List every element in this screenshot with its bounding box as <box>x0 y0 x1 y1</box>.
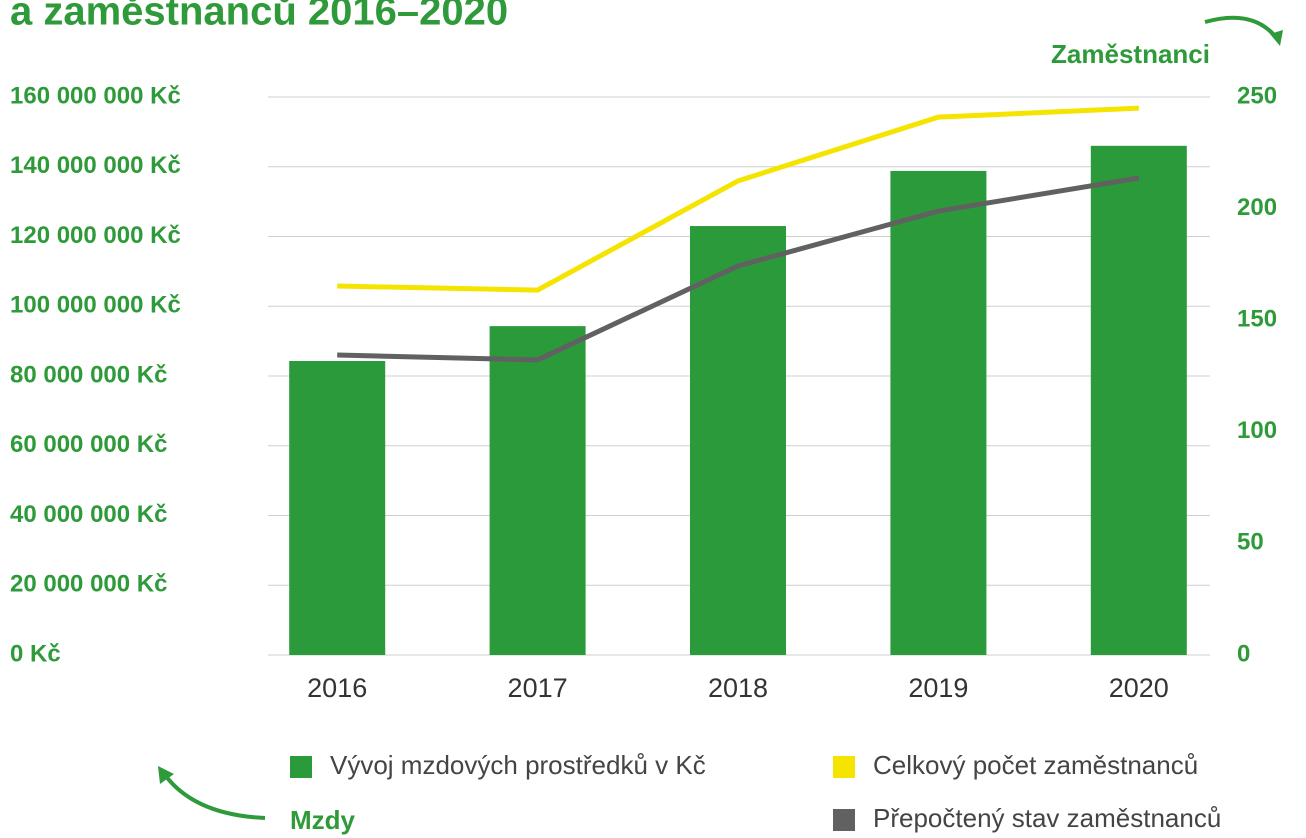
chart-title: a zaměstnanců 2016–2020 <box>10 0 508 34</box>
arrow <box>1204 15 1280 42</box>
y-tick-label: 100 000 000 Kč <box>10 292 181 319</box>
x-tick-label: 2019 <box>908 673 968 703</box>
arrow-head <box>158 766 174 784</box>
x-tick-label: 2020 <box>1109 673 1169 703</box>
legend-swatch <box>833 809 855 831</box>
arrow <box>163 773 266 820</box>
y2-tick-label: 200 <box>1237 194 1277 221</box>
y-tick-label: 60 000 000 Kč <box>10 431 167 458</box>
bar <box>890 170 987 655</box>
bar <box>690 226 786 655</box>
bar <box>289 361 386 655</box>
y2-tick-label: 100 <box>1237 417 1277 444</box>
y2-tick-label: 250 <box>1237 82 1277 109</box>
arrow-head <box>1270 30 1283 46</box>
y-tick-label: 160 000 000 Kč <box>10 82 181 109</box>
legend-swatch <box>833 756 855 778</box>
legend-swatch <box>290 756 312 778</box>
y-tick-label: 80 000 000 Kč <box>10 361 167 388</box>
y-tick-label: 40 000 000 Kč <box>10 501 167 528</box>
line <box>337 175 1140 363</box>
legend-label: Přepočtený stav zaměstnanců <box>873 803 1221 833</box>
y2-axis-title: Zaměstnanci <box>1051 39 1210 69</box>
y-axis-title: Mzdy <box>290 805 356 835</box>
legend-label: Vývoj mzdových prostředků v Kč <box>330 750 706 780</box>
legend-label: Celkový počet zaměstnanců <box>873 750 1198 780</box>
y2-tick-label: 0 <box>1237 640 1250 667</box>
line <box>337 105 1139 293</box>
y2-tick-label: 150 <box>1237 306 1277 333</box>
y-tick-label: 20 000 000 Kč <box>10 571 167 598</box>
y2-tick-label: 50 <box>1237 529 1264 556</box>
bar <box>1090 145 1187 655</box>
bar <box>489 326 586 655</box>
x-tick-label: 2016 <box>307 673 367 703</box>
x-tick-label: 2018 <box>708 673 768 703</box>
x-tick-label: 2017 <box>508 673 568 703</box>
y-tick-label: 120 000 000 Kč <box>10 222 181 249</box>
y-tick-label: 0 Kč <box>10 640 61 667</box>
y-tick-label: 140 000 000 Kč <box>10 152 181 179</box>
